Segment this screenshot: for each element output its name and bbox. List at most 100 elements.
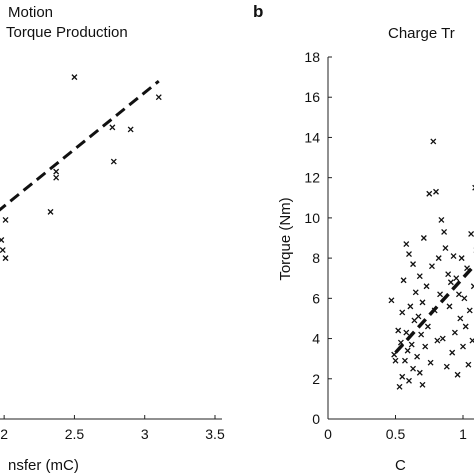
data-point-marker (443, 363, 450, 370)
data-point-marker (0, 237, 5, 243)
data-point-marker (403, 329, 410, 336)
panel-a-scatter: Motion Torque Production 2 2.5 3 3.5 nsfer … (0, 4, 225, 474)
data-point-marker (404, 347, 411, 354)
x-tick-label: 3.5 (205, 426, 225, 442)
data-point-marker (53, 174, 60, 181)
data-point-marker (419, 299, 426, 306)
data-point-marker (434, 337, 441, 344)
y-tick-label: 16 (304, 89, 320, 105)
panel-b-x-ticks: 0 0.5 1 (324, 415, 467, 442)
data-point-marker (127, 126, 134, 133)
panel-b-label: b (253, 2, 263, 21)
data-point-marker (437, 291, 444, 298)
data-point-marker (466, 307, 473, 314)
data-point-marker (399, 309, 406, 316)
panel-a-title-line2: Torque Production (6, 24, 128, 41)
data-point-marker (469, 337, 474, 344)
panel-a-title-line1: Motion (8, 4, 53, 21)
data-point-marker (428, 263, 435, 270)
x-tick-label: 0 (324, 426, 332, 442)
panel-b-scatter: b Charge Tr 0 2 4 6 8 10 12 14 16 18 0 0.5 1 Torque… (253, 2, 474, 474)
data-point-marker (445, 271, 452, 278)
data-point-marker (449, 349, 456, 356)
data-point-marker (407, 303, 414, 310)
data-point-marker (388, 297, 395, 304)
data-point-marker (420, 235, 427, 241)
panel-a-x-ticks: 2 2.5 3 3.5 (0, 415, 225, 442)
data-point-marker (418, 331, 425, 338)
data-point-marker (392, 357, 399, 364)
y-tick-label: 18 (304, 49, 320, 65)
data-point-marker (416, 273, 423, 280)
data-point-marker (465, 361, 472, 368)
data-point-marker (395, 327, 402, 334)
data-point-marker (47, 208, 54, 215)
panel-b-x-label: C (395, 457, 406, 474)
data-point-marker (447, 279, 454, 286)
panel-b-title: Charge Tr (388, 25, 455, 42)
data-point-marker (453, 275, 460, 282)
data-point-marker (454, 371, 461, 378)
data-point-marker (450, 253, 457, 260)
data-point-marker (416, 369, 423, 376)
data-point-marker (460, 343, 466, 350)
data-point-marker (406, 377, 412, 384)
data-point-marker (410, 261, 417, 268)
data-point-marker (457, 315, 464, 322)
x-tick-label: 2.5 (65, 426, 85, 442)
data-point-marker (110, 158, 117, 165)
y-tick-label: 4 (312, 331, 320, 347)
data-point-marker (419, 381, 426, 388)
panel-b-fit-line (394, 263, 474, 354)
data-point-marker (442, 245, 449, 252)
x-tick-label: 1 (459, 426, 467, 442)
y-tick-label: 10 (304, 210, 320, 226)
y-tick-label: 6 (312, 290, 320, 306)
data-point-marker (406, 251, 412, 258)
data-point-marker (461, 295, 468, 302)
panel-a-points (0, 74, 162, 262)
panel-a-x-label: nsfer (mC) (8, 457, 79, 474)
data-point-marker (468, 231, 474, 237)
data-point-marker (438, 216, 445, 223)
data-point-marker (430, 138, 437, 145)
x-tick-label: 3 (141, 426, 149, 442)
panel-b-points (388, 138, 474, 390)
x-tick-label: 0.5 (386, 426, 406, 442)
data-point-marker (109, 124, 116, 131)
data-point-marker (414, 353, 421, 360)
y-tick-label: 8 (312, 250, 320, 266)
y-tick-label: 2 (312, 371, 320, 387)
data-point-marker (155, 94, 162, 101)
x-tick-label: 2 (0, 426, 8, 442)
data-point-marker (71, 74, 78, 81)
data-point-marker (400, 277, 407, 284)
data-point-marker (439, 335, 446, 342)
data-point-marker (423, 283, 430, 290)
data-point-marker (433, 188, 439, 195)
data-point-marker (53, 168, 60, 175)
data-point-marker (462, 323, 469, 330)
panel-a-fit-line (0, 79, 160, 212)
y-tick-label: 12 (304, 170, 320, 186)
data-point-marker (451, 329, 458, 336)
data-point-marker (458, 255, 465, 262)
data-point-marker (2, 255, 9, 262)
data-point-marker (391, 351, 398, 358)
data-point-marker (455, 291, 462, 298)
data-point-marker (415, 313, 422, 320)
data-point-marker (410, 365, 417, 372)
data-point-marker (401, 357, 408, 364)
data-point-marker (426, 190, 433, 197)
panel-b-y-label: Torque (Nm) (277, 197, 294, 280)
data-point-marker (422, 343, 429, 350)
data-point-marker (399, 373, 406, 380)
data-point-marker (396, 383, 403, 390)
y-tick-label: 14 (304, 129, 320, 145)
panel-b-y-ticks: 0 2 4 6 8 10 12 14 16 18 (304, 49, 332, 427)
data-point-marker (446, 303, 453, 310)
data-point-marker (472, 184, 474, 191)
data-point-marker (427, 359, 434, 366)
data-point-marker (424, 323, 431, 330)
